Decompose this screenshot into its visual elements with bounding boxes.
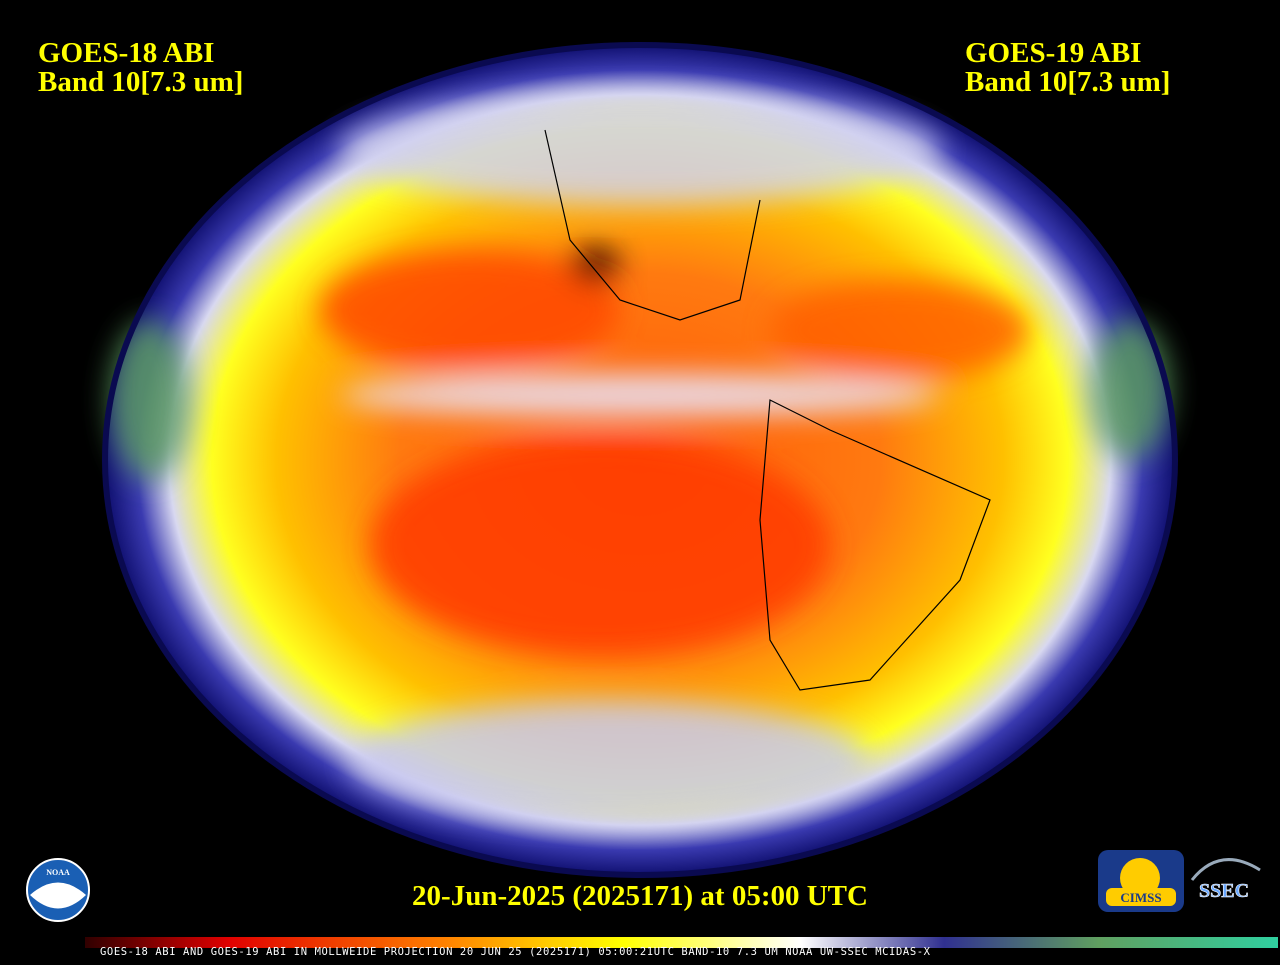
footer-text: GOES-18 ABI AND GOES-19 ABI IN MOLLWEIDE… — [100, 946, 931, 958]
left-label-line1: GOES-18 ABI — [38, 37, 214, 69]
timestamp: 20-Jun-2025 (2025171) at 05:00 UTC — [412, 880, 868, 912]
ssec-logo: SSEC — [1190, 858, 1261, 902]
noaa-text: NOAA — [46, 868, 70, 877]
ssec-text: SSEC — [1199, 880, 1249, 902]
left-label-line2: Band 10[7.3 um] — [38, 66, 243, 98]
right-label-line1: GOES-19 ABI — [965, 37, 1141, 69]
cimss-logo: CIMSS — [1098, 850, 1184, 912]
right-label-line2: Band 10[7.3 um] — [965, 66, 1170, 98]
globe — [102, 42, 1178, 878]
color-bar — [85, 937, 1278, 948]
cimss-text: CIMSS — [1120, 890, 1161, 905]
noaa-logo: NOAA — [26, 858, 90, 922]
